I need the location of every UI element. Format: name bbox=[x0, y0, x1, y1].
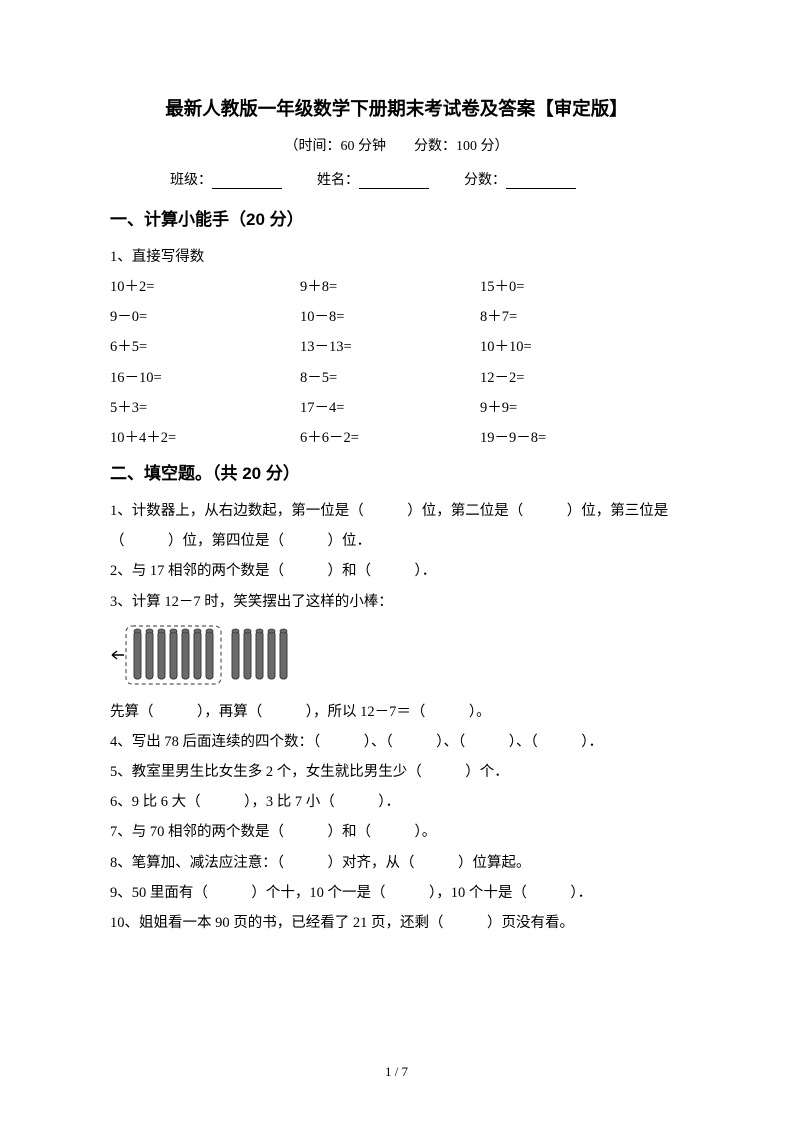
equation: 13－13= bbox=[300, 332, 480, 362]
s2-q7: 7、与 70 相邻的两个数是（ ）和（ ）。 bbox=[110, 817, 683, 847]
equation: 10＋2= bbox=[110, 272, 300, 302]
equation: 5＋3= bbox=[110, 393, 300, 423]
name-blank[interactable] bbox=[359, 175, 429, 189]
s2-q5: 5、教室里男生比女生多 2 个，女生就比男生少（ ）个． bbox=[110, 757, 683, 787]
s2-q3-after: 先算（ ），再算（ ），所以 12－7＝（ ）。 bbox=[110, 697, 683, 727]
s2-q6: 6、9 比 6 大（ ），3 比 7 小（ ）． bbox=[110, 787, 683, 817]
equation-row: 10＋2=9＋8=15＋0= bbox=[110, 272, 683, 302]
equation: 16－10= bbox=[110, 363, 300, 393]
equation: 10＋4＋2= bbox=[110, 423, 300, 453]
equation: 12－2= bbox=[480, 363, 683, 393]
form-line: 班级： 姓名： 分数： bbox=[110, 169, 683, 189]
q1-label: 1、直接写得数 bbox=[110, 242, 683, 272]
s2-q10: 10、姐姐看一本 90 页的书，已经看了 21 页，还剩（ ）页没有看。 bbox=[110, 908, 683, 938]
s2-q4: 4、写出 78 后面连续的四个数：（ ）、（ ）、（ ）、（ ）． bbox=[110, 727, 683, 757]
equations-grid: 10＋2=9＋8=15＋0=9－0=10－8=8＋7=6＋5=13－13=10＋… bbox=[110, 272, 683, 453]
equation: 6＋5= bbox=[110, 332, 300, 362]
equation: 6＋6－2= bbox=[300, 423, 480, 453]
page-title: 最新人教版一年级数学下册期末考试卷及答案【审定版】 bbox=[110, 95, 683, 121]
equation: 15＋0= bbox=[480, 272, 683, 302]
equation: 9－0= bbox=[110, 302, 300, 332]
score-blank[interactable] bbox=[506, 175, 576, 189]
equation: 19－9－8= bbox=[480, 423, 683, 453]
s2-q2: 2、与 17 相邻的两个数是（ ）和（ ）． bbox=[110, 556, 683, 586]
section1-title: 一、计算小能手（20 分） bbox=[110, 205, 683, 230]
equation: 17－4= bbox=[300, 393, 480, 423]
name-label: 姓名： bbox=[317, 173, 359, 188]
sticks-figure bbox=[110, 625, 683, 689]
exam-subtitle: （时间：60 分钟 分数：100 分） bbox=[110, 135, 683, 155]
s2-q8: 8、笔算加、减法应注意：（ ）对齐，从（ ）位算起。 bbox=[110, 848, 683, 878]
equation-row: 6＋5=13－13=10＋10= bbox=[110, 332, 683, 362]
section2-title: 二、填空题。（共 20 分） bbox=[110, 459, 683, 484]
equation-row: 16－10=8－5=12－2= bbox=[110, 363, 683, 393]
equation-row: 9－0=10－8=8＋7= bbox=[110, 302, 683, 332]
s2-q9: 9、50 里面有（ ）个十，10 个一是（ ），10 个十是（ ）． bbox=[110, 878, 683, 908]
equation: 10＋10= bbox=[480, 332, 683, 362]
equation-row: 5＋3=17－4=9＋9= bbox=[110, 393, 683, 423]
equation: 8＋7= bbox=[480, 302, 683, 332]
s2-q1: 1、计数器上，从右边数起，第一位是（ ）位，第二位是（ ）位，第三位是（ ）位，… bbox=[110, 496, 683, 556]
score-label: 分数： bbox=[464, 173, 506, 188]
equation: 10－8= bbox=[300, 302, 480, 332]
sticks-svg bbox=[110, 625, 298, 689]
equation: 9＋9= bbox=[480, 393, 683, 423]
class-blank[interactable] bbox=[212, 175, 282, 189]
page-number: 1 / 7 bbox=[0, 1064, 793, 1080]
equation: 9＋8= bbox=[300, 272, 480, 302]
class-label: 班级： bbox=[170, 173, 212, 188]
equation: 8－5= bbox=[300, 363, 480, 393]
s2-q3: 3、计算 12－7 时，笑笑摆出了这样的小棒： bbox=[110, 587, 683, 617]
equation-row: 10＋4＋2=6＋6－2=19－9－8= bbox=[110, 423, 683, 453]
